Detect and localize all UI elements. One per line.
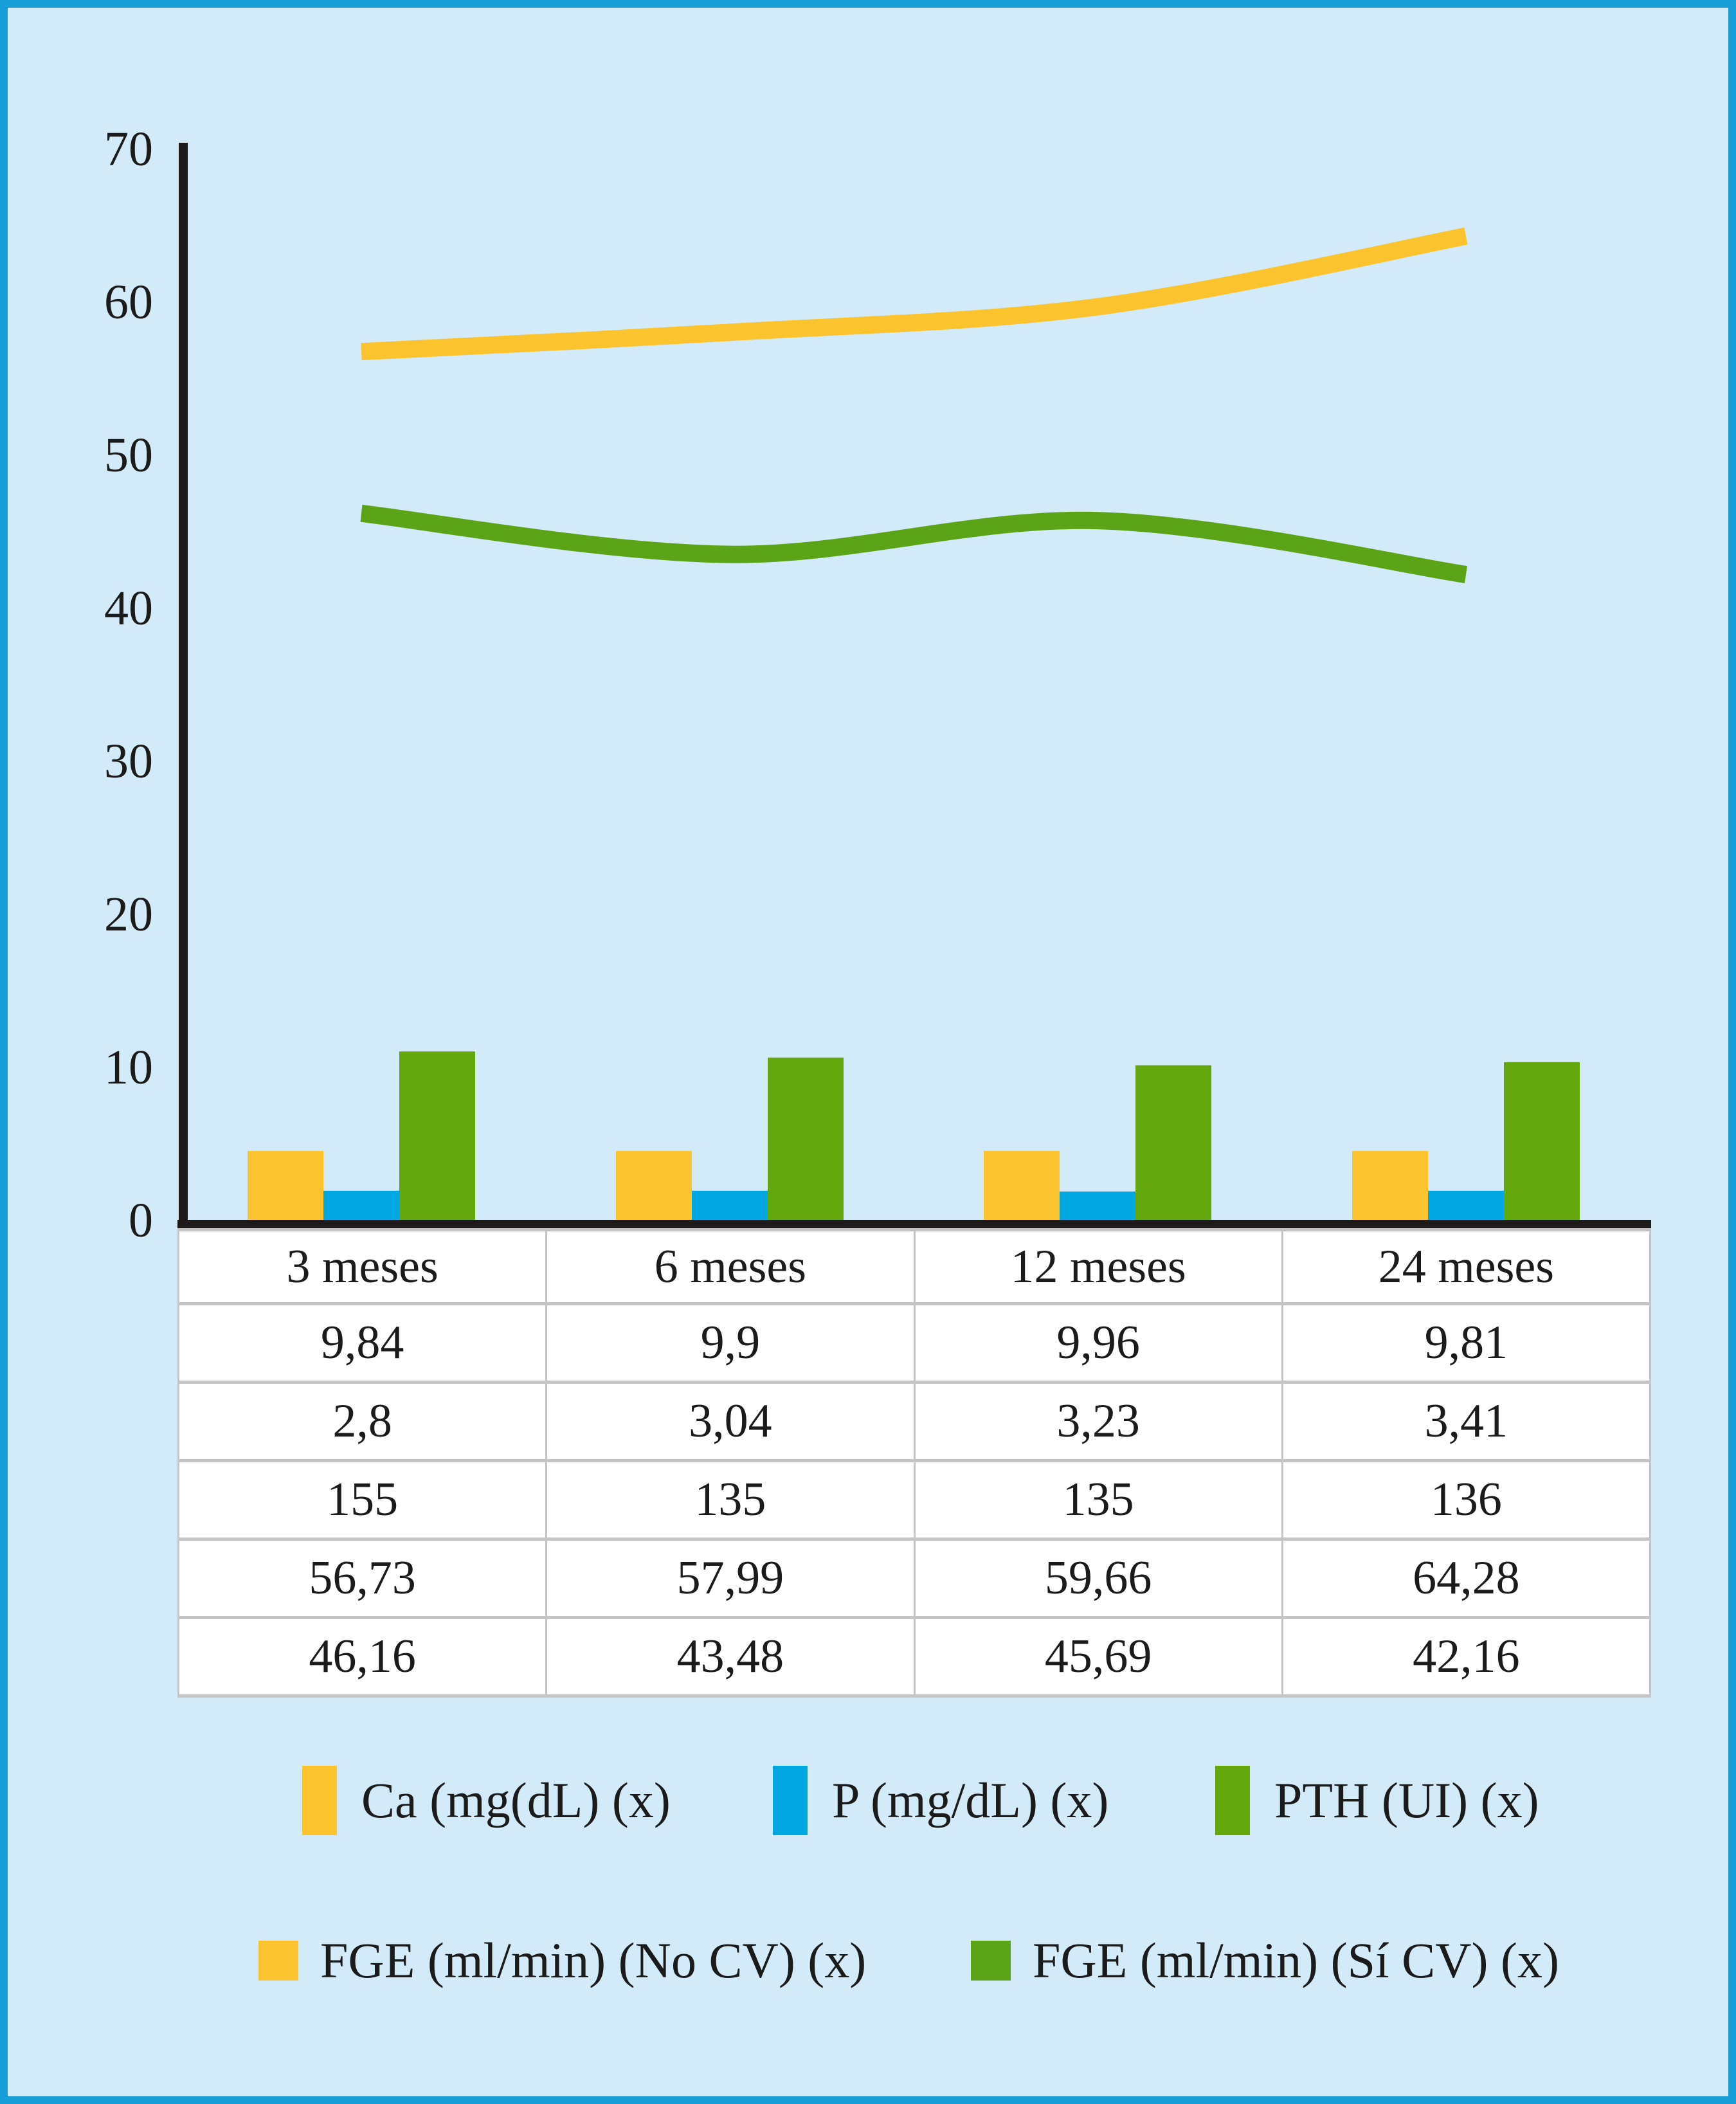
bar-pth-12-meses bbox=[1135, 1065, 1211, 1220]
table-cell: 9,96 bbox=[913, 1302, 1283, 1384]
table-cell: 136 bbox=[1281, 1459, 1652, 1541]
table-row: 155 135 135 136 bbox=[177, 1459, 1652, 1541]
y-axis-line bbox=[179, 143, 188, 1229]
bar-ca-3-meses bbox=[248, 1150, 323, 1220]
y-axis-tick-label: 70 bbox=[104, 122, 153, 176]
bar-p-12-meses bbox=[1060, 1191, 1135, 1220]
y-axis-tick-label: 60 bbox=[104, 275, 153, 329]
legend-line-label: FGE (ml/min) (Sí CV) (x) bbox=[1033, 1932, 1559, 1988]
table-cell: 135 bbox=[545, 1459, 916, 1541]
bar-ca-24-meses bbox=[1352, 1150, 1428, 1220]
table-cell: 43,48 bbox=[545, 1616, 916, 1698]
bar-pth-24-meses bbox=[1504, 1062, 1580, 1220]
legend-bar-label: Ca (mg(dL) (x) bbox=[361, 1772, 671, 1828]
table-cell: 2,8 bbox=[177, 1381, 548, 1462]
bar-ca-12-meses bbox=[984, 1150, 1060, 1220]
table-cell: 155 bbox=[177, 1459, 548, 1541]
table-cell: 46,16 bbox=[177, 1616, 548, 1698]
y-axis-tick-label: 40 bbox=[104, 581, 153, 635]
combo-chart: 0 10 20 30 40 50 60 70 bbox=[104, 122, 1651, 1247]
table-header-cell: 24 meses bbox=[1281, 1228, 1652, 1305]
table-header-row: 3 meses 6 meses 12 meses 24 meses bbox=[177, 1228, 1652, 1305]
line-fge-no-cv bbox=[361, 227, 1468, 361]
data-table-wrap: 3 meses 6 meses 12 meses 24 meses 9,84 9,9 9,… bbox=[177, 1228, 1652, 1698]
table-row: 2,8 3,04 3,23 3,41 bbox=[177, 1381, 1652, 1462]
table-header-cell: 6 meses bbox=[545, 1228, 916, 1305]
bar-p-24-meses bbox=[1428, 1190, 1504, 1220]
table-cell: 42,16 bbox=[1281, 1616, 1652, 1698]
legend-line-item: FGE (ml/min) (Sí CV) (x) bbox=[971, 1932, 1559, 1990]
data-table-head: 3 meses 6 meses 12 meses 24 meses bbox=[177, 1228, 1652, 1305]
table-row: 9,84 9,9 9,96 9,81 bbox=[177, 1302, 1652, 1384]
table-header-cell: 12 meses bbox=[913, 1228, 1283, 1305]
table-cell: 9,84 bbox=[177, 1302, 548, 1384]
legend-bar-label: P (mg/dL) (x) bbox=[832, 1772, 1109, 1828]
legend-bar-color-swatch-icon bbox=[773, 1766, 808, 1835]
data-table: 3 meses 6 meses 12 meses 24 meses 9,84 9,9 9,… bbox=[177, 1228, 1652, 1698]
bar-p-6-meses bbox=[692, 1190, 768, 1220]
bar-pth-3-meses bbox=[399, 1051, 475, 1220]
legend-bar-item: PTH (UI) (x) bbox=[1215, 1766, 1539, 1835]
legend-bar-color-swatch-icon bbox=[1215, 1766, 1250, 1835]
table-cell: 56,73 bbox=[177, 1537, 548, 1619]
table-cell: 57,99 bbox=[545, 1537, 916, 1619]
table-cell: 59,66 bbox=[913, 1537, 1283, 1619]
x-axis-line bbox=[177, 1220, 1651, 1229]
y-axis-tick-label: 30 bbox=[104, 734, 153, 788]
bar-ca-6-meses bbox=[616, 1150, 692, 1220]
table-cell: 3,04 bbox=[545, 1381, 916, 1462]
bar-pth-6-meses bbox=[768, 1057, 844, 1220]
table-cell: 3,41 bbox=[1281, 1381, 1652, 1462]
y-axis-tick-label: 20 bbox=[104, 887, 153, 941]
table-cell: 9,81 bbox=[1281, 1302, 1652, 1384]
table-cell: 3,23 bbox=[913, 1381, 1283, 1462]
legend-line-color-swatch-icon bbox=[258, 1941, 298, 1981]
legend-bar-item: P (mg/dL) (x) bbox=[773, 1766, 1108, 1835]
bar-p-3-meses bbox=[323, 1190, 399, 1220]
legend-line-label: FGE (ml/min) (No CV) (x) bbox=[320, 1932, 867, 1988]
table-cell: 135 bbox=[913, 1459, 1283, 1541]
legend-bar-label: PTH (UI) (x) bbox=[1274, 1772, 1539, 1828]
y-axis-tick-label: 0 bbox=[129, 1193, 153, 1247]
legend-bar-color-swatch-icon bbox=[302, 1766, 337, 1835]
y-axis-tick-label: 50 bbox=[104, 428, 153, 482]
data-table-body: 9,84 9,9 9,96 9,81 2,8 3,04 3,23 3,41 155 135 135 1… bbox=[177, 1302, 1652, 1698]
legend-line-color-swatch-icon bbox=[971, 1941, 1011, 1981]
legend-bar-item: Ca (mg(dL) (x) bbox=[302, 1766, 671, 1835]
table-cell: 9,9 bbox=[545, 1302, 916, 1384]
table-row: 46,16 43,48 45,69 42,16 bbox=[177, 1616, 1652, 1698]
table-row: 56,73 57,99 59,66 64,28 bbox=[177, 1537, 1652, 1619]
table-cell: 45,69 bbox=[913, 1616, 1283, 1698]
table-cell: 64,28 bbox=[1281, 1537, 1652, 1619]
line-fge-si-cv bbox=[360, 504, 1467, 583]
table-header-cell: 3 meses bbox=[177, 1228, 548, 1305]
legend-line-item: FGE (ml/min) (No CV) (x) bbox=[258, 1932, 866, 1990]
y-axis-tick-label: 10 bbox=[104, 1040, 153, 1094]
